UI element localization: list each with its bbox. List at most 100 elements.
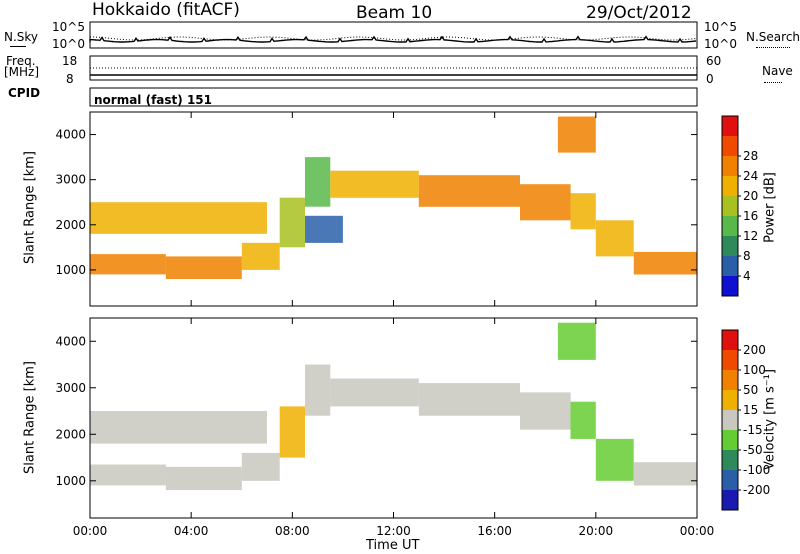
velocity-ytick-label-3: 4000 xyxy=(55,334,86,348)
power-ytick-label-3: 4000 xyxy=(55,128,86,142)
nave-label: Nave xyxy=(762,64,793,78)
power-band-11 xyxy=(90,202,267,234)
cpid-value: normal (fast) 151 xyxy=(94,93,212,107)
power-colorbar-ticklabel-5: 24 xyxy=(743,169,758,183)
nsky-tick-low: 10^0 xyxy=(52,37,85,51)
velocity-colorbar-seg-1 xyxy=(722,350,738,371)
velocity-band-10 xyxy=(633,462,697,486)
nsky-tick-high: 10^5 xyxy=(52,20,85,34)
power-colorbar-ticklabel-6: 28 xyxy=(743,149,758,163)
velocity-colorbar-seg-6 xyxy=(722,450,738,471)
power-ytick-label-0: 1000 xyxy=(55,263,86,277)
velocity-ytick-label-0: 1000 xyxy=(55,474,86,488)
nsky-panel-frame xyxy=(89,21,698,49)
xtick-label-2: 08:00 xyxy=(275,524,310,538)
velocity-colorbar-ticklabel-4: -15 xyxy=(743,423,763,437)
velocity-colorbar-seg-3 xyxy=(722,390,738,411)
velocity-band-4 xyxy=(305,364,331,416)
power-colorbar-seg-2 xyxy=(722,156,738,177)
xtick-label-0: 00:00 xyxy=(73,524,108,538)
velocity-band-12 xyxy=(557,322,596,360)
radar-title: Hokkaido (fitACF) xyxy=(92,0,240,20)
nsearch-label: N.Search xyxy=(746,30,800,44)
power-colorbar-seg-5 xyxy=(722,216,738,237)
cpid-label: CPID xyxy=(8,86,41,100)
power-colorbar-seg-3 xyxy=(722,176,738,197)
freq-label: Freq. xyxy=(6,54,36,68)
velocity-colorbar-ticklabel-6: -100 xyxy=(743,463,770,477)
velocity-colorbar-seg-5 xyxy=(722,430,738,451)
power-band-10 xyxy=(633,251,697,275)
velocity-band-3 xyxy=(279,406,305,458)
power-colorbar-ticklabel-0: 4 xyxy=(743,269,751,283)
xtick-label-4: 16:00 xyxy=(477,524,512,538)
velocity-colorbar-seg-8 xyxy=(722,490,738,511)
freq-tick-high: 18 xyxy=(62,54,78,68)
power-colorbar-ticklabel-1: 8 xyxy=(743,249,751,263)
power-ytick-label-2: 3000 xyxy=(55,173,86,187)
power-colorbar-seg-4 xyxy=(722,196,738,217)
power-band-1 xyxy=(165,256,242,279)
power-band-12 xyxy=(305,215,343,243)
nave-tick-low: 0 xyxy=(706,72,714,86)
power-band-2 xyxy=(241,242,280,270)
velocity-colorbar-ticklabel-3: 15 xyxy=(743,403,758,417)
velocity-colorbar-seg-7 xyxy=(722,470,738,491)
nsearch-legend-line xyxy=(756,47,790,48)
nsearch-tick-low: 10^0 xyxy=(704,37,737,51)
power-ytick-label-1: 2000 xyxy=(55,218,86,232)
date-title: 29/Oct/2012 xyxy=(586,3,692,23)
velocity-band-1 xyxy=(165,466,242,491)
xtick-label-5: 20:00 xyxy=(579,524,614,538)
power-band-6 xyxy=(418,175,520,207)
velocity-band-6 xyxy=(418,383,520,416)
xtick-label-6: 00:00 xyxy=(680,524,715,538)
nave-tick-high: 60 xyxy=(706,54,722,68)
nsky-label: N.Sky xyxy=(4,30,39,44)
nave-legend-line xyxy=(764,82,782,83)
power-colorbar-seg-0 xyxy=(722,116,738,137)
nsky-legend-line xyxy=(10,46,26,47)
velocity-colorbar-ticklabel-0: 200 xyxy=(743,343,766,357)
beam-title: Beam 10 xyxy=(356,3,433,23)
velocity-colorbar-ticklabel-7: -200 xyxy=(743,483,770,497)
velocity-ytick-label-1: 2000 xyxy=(55,427,86,441)
cpid-panel-frame xyxy=(89,87,698,107)
nsky-line xyxy=(89,35,697,43)
velocity-band-7 xyxy=(520,392,571,430)
velocity-colorbar-ticklabel-5: -50 xyxy=(743,443,763,457)
velocity-colorbar-frame xyxy=(721,329,739,511)
freq-unit: [MHz] xyxy=(4,65,40,79)
x-axis-title: Time UT xyxy=(366,538,420,553)
power-colorbar-seg-6 xyxy=(722,236,738,257)
velocity-colorbar-seg-0 xyxy=(722,330,738,351)
power-band-8 xyxy=(570,193,596,230)
power-band-5 xyxy=(330,170,419,198)
velocity-colorbar-seg-4 xyxy=(722,410,738,431)
velocity-band-8 xyxy=(570,401,596,439)
velocity-band-5 xyxy=(330,378,419,407)
power-colorbar-seg-8 xyxy=(722,276,738,297)
velocity-band-0 xyxy=(90,464,166,486)
power-colorbar-seg-7 xyxy=(722,256,738,277)
velocity-ytick-label-2: 3000 xyxy=(55,381,86,395)
velocity-band-9 xyxy=(595,438,634,481)
velocity-colorbar-ticklabel-1: 100 xyxy=(743,363,766,377)
power-colorbar-ticklabel-3: 16 xyxy=(743,209,758,223)
velocity-band-11 xyxy=(90,411,267,444)
xtick-label-1: 04:00 xyxy=(174,524,209,538)
nsearch-line xyxy=(89,36,697,41)
power-band-9 xyxy=(595,220,634,257)
power-band-0 xyxy=(90,254,166,275)
power-band-3 xyxy=(279,197,305,248)
power-colorbar-ticklabel-2: 12 xyxy=(743,229,758,243)
velocity-colorbar-seg-2 xyxy=(722,370,738,391)
velocity-band-2 xyxy=(241,452,280,481)
xtick-label-3: 12:00 xyxy=(376,524,411,538)
velocity-colorbar-ticklabel-2: 50 xyxy=(743,383,758,397)
power-colorbar-frame xyxy=(721,115,739,297)
power-band-7 xyxy=(520,184,571,221)
power-colorbar-ticklabel-4: 20 xyxy=(743,189,758,203)
power-colorbar-seg-1 xyxy=(722,136,738,157)
